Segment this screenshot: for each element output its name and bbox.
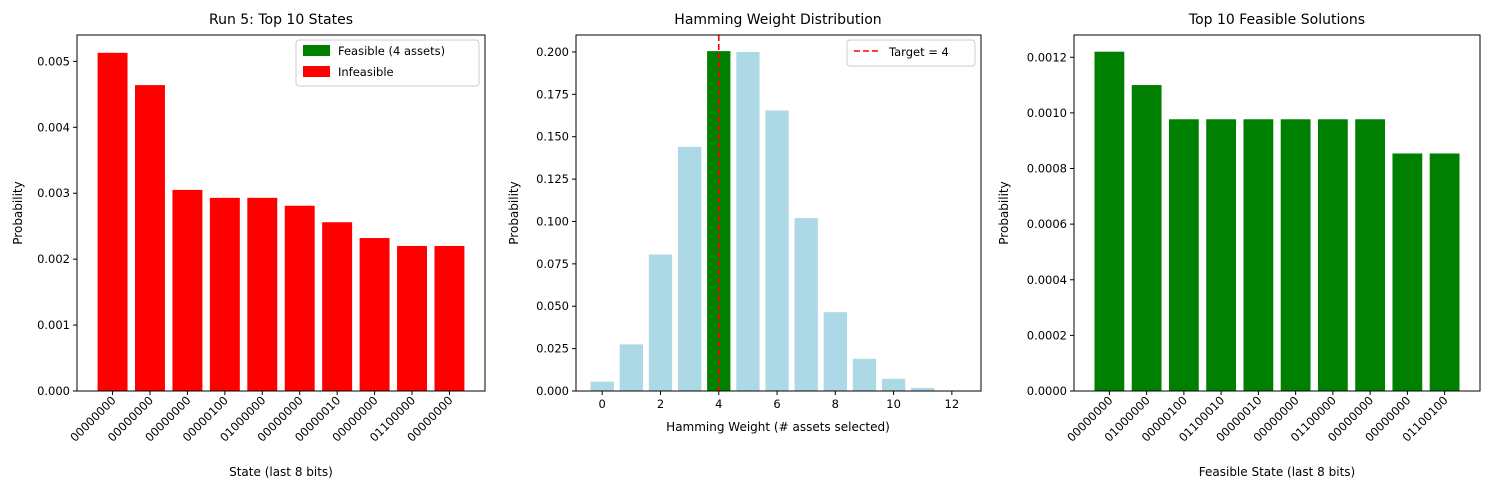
y-tick-label: 0.0008	[1027, 162, 1067, 176]
chart-panel-feasible-solutions: Top 10 Feasible Solutions Feasible State…	[997, 12, 1481, 479]
plot-frame	[76, 34, 486, 392]
bar	[247, 197, 278, 391]
bar	[434, 245, 465, 391]
x-tick-label: 4	[715, 397, 722, 411]
legend-label-target: Target = 4	[888, 45, 949, 59]
bar	[97, 52, 128, 392]
y-axis-label: Probability	[11, 181, 25, 244]
legend: Target = 4	[846, 39, 976, 67]
bar	[135, 85, 165, 392]
y-tick-label: 0.0000	[1027, 384, 1067, 398]
bar	[1392, 153, 1423, 391]
legend-box	[846, 39, 976, 67]
y-tick-label: 0.000	[37, 384, 70, 398]
x-tick-label: 0	[599, 397, 606, 411]
y-tick-label: 0.050	[536, 299, 569, 313]
bar	[823, 312, 847, 391]
y-tick-label: 0.150	[536, 130, 569, 144]
chart-panel-top-states: Run 5: Top 10 States State (last 8 bits)…	[11, 12, 486, 479]
legend-box	[295, 39, 480, 87]
bar	[677, 146, 702, 391]
y-tick-label: 0.000	[536, 384, 569, 398]
y-tick-label: 0.005	[37, 54, 70, 68]
bar-group	[590, 51, 964, 391]
chart-title: Run 5: Top 10 States	[209, 12, 353, 28]
y-axis-ticks: 0.000 0.025 0.050 0.075 0.100 0.125 0.150 0.175…	[536, 45, 576, 398]
chart-panel-hamming-weight: Hamming Weight Distribution Hamming Weig…	[507, 12, 982, 434]
x-axis-ticks: 0000000001000000000001000110001000000010…	[1064, 391, 1451, 445]
chart-title: Top 10 Feasible Solutions	[1188, 12, 1365, 28]
plot-frame	[1073, 34, 1481, 392]
bar	[1168, 119, 1199, 391]
bar	[881, 378, 906, 391]
y-tick-label: 0.003	[37, 186, 70, 200]
x-tick-label: 10	[886, 397, 901, 411]
bar	[1094, 51, 1125, 391]
y-tick-label: 0.002	[37, 252, 70, 266]
bar	[590, 381, 614, 391]
x-axis-label: Feasible State (last 8 bits)	[1199, 465, 1355, 479]
y-tick-label: 0.0004	[1027, 273, 1067, 287]
legend: Feasible (4 assets) Infeasible	[295, 39, 480, 87]
y-axis-ticks: 0.000 0.001 0.002 0.003 0.004 0.005	[37, 54, 77, 398]
bar	[209, 197, 240, 391]
y-tick-label: 0.004	[37, 120, 70, 134]
y-tick-label: 0.100	[536, 214, 569, 228]
y-tick-label: 0.200	[536, 45, 569, 59]
bar-group	[97, 52, 465, 392]
y-axis-ticks: 0.0000 0.0002 0.0004 0.0006 0.0008 0.0010 0.00…	[1027, 50, 1074, 398]
bar	[707, 51, 731, 391]
bar	[1243, 119, 1274, 391]
bar	[619, 344, 644, 391]
bar	[648, 254, 673, 391]
y-tick-label: 0.0010	[1027, 106, 1067, 120]
y-tick-label: 0.125	[536, 172, 569, 186]
chart-title: Hamming Weight Distribution	[674, 12, 881, 28]
bar	[852, 358, 877, 391]
x-axis-ticks: 0 2 4 6 8 10 12	[599, 391, 960, 411]
y-tick-label: 0.001	[37, 318, 70, 332]
bar	[765, 110, 789, 391]
bar	[322, 222, 353, 391]
y-tick-label: 0.0012	[1027, 50, 1067, 64]
bar	[1206, 119, 1237, 391]
x-axis-ticks: 0000000000000000000000000000010001000000…	[67, 391, 456, 445]
bar	[359, 238, 390, 391]
bar	[1429, 153, 1460, 391]
legend-label-infeasible: Infeasible	[338, 65, 394, 79]
bar	[284, 205, 315, 391]
bar	[1280, 119, 1311, 391]
bar	[1131, 85, 1162, 391]
legend-swatch-infeasible	[303, 66, 330, 77]
legend-swatch-feasible	[303, 45, 330, 56]
x-axis-label: State (last 8 bits)	[229, 465, 333, 479]
y-tick-label: 0.075	[536, 257, 569, 271]
x-tick-label: 2	[657, 397, 664, 411]
x-tick-label: 6	[773, 397, 780, 411]
bar	[736, 51, 760, 391]
y-tick-label: 0.175	[536, 87, 569, 101]
y-tick-label: 0.0002	[1027, 328, 1067, 342]
bar	[1355, 119, 1386, 391]
x-axis-label: Hamming Weight (# assets selected)	[666, 420, 890, 434]
y-axis-label: Probability	[507, 181, 521, 244]
y-tick-label: 0.025	[536, 342, 569, 356]
bar	[794, 218, 818, 391]
bar	[172, 189, 203, 391]
bar-group	[1094, 51, 1460, 391]
bar	[1317, 119, 1348, 391]
plot-frame	[575, 34, 982, 392]
bar	[911, 387, 935, 391]
x-tick-label: 8	[832, 397, 839, 411]
x-tick-label: 12	[945, 397, 960, 411]
y-tick-label: 0.0006	[1027, 217, 1067, 231]
legend-label-feasible: Feasible (4 assets)	[338, 44, 445, 58]
y-axis-label: Probability	[997, 181, 1011, 244]
bar	[397, 245, 427, 391]
